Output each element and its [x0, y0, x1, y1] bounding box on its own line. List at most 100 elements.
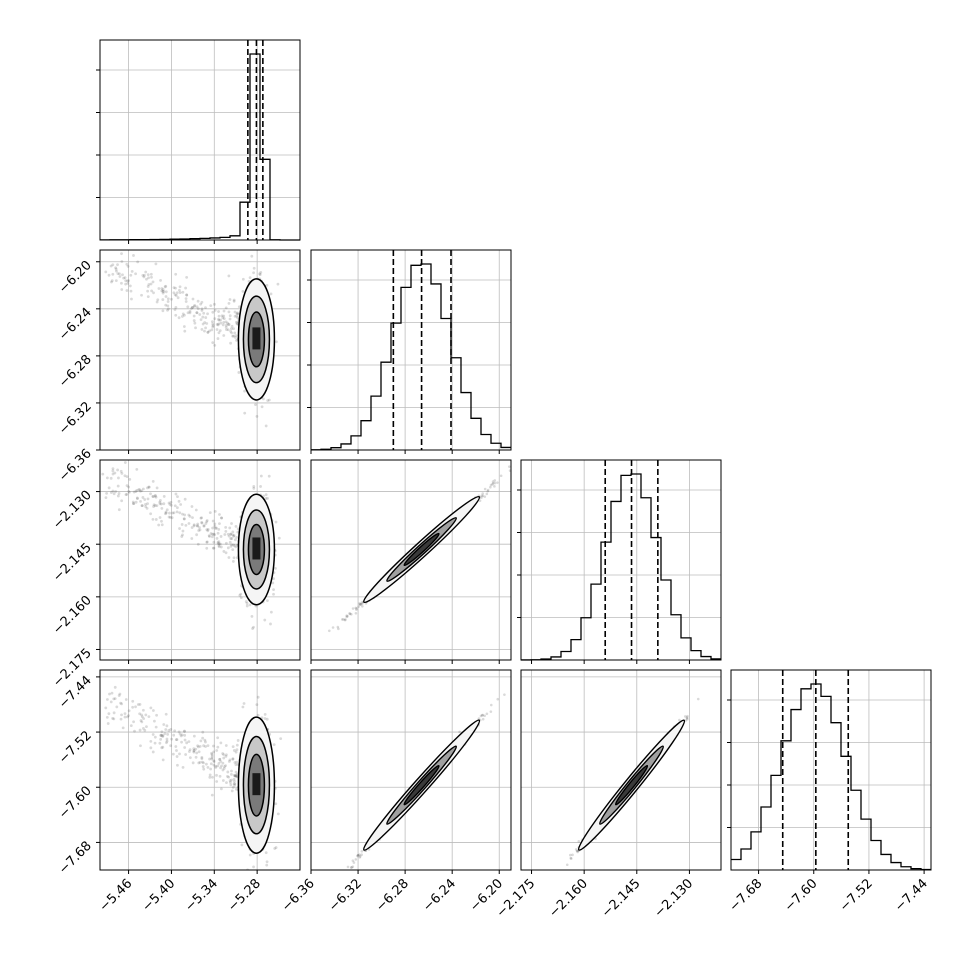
scatter-point [489, 710, 493, 713]
scatter-point [111, 489, 115, 493]
panel-frame [99, 249, 301, 451]
scatter-point [222, 314, 226, 318]
scatter-point [136, 497, 139, 501]
y-tick-label: −6.20 [56, 258, 95, 297]
scatter-point [477, 717, 481, 720]
scatter-point [109, 476, 113, 480]
scatter-point [227, 310, 231, 314]
scatter-point [210, 751, 213, 755]
scatter-point [216, 542, 220, 545]
scatter-point [192, 749, 196, 753]
scatter-point [134, 705, 137, 709]
scatter-point [228, 317, 232, 321]
scatter-point [158, 516, 162, 519]
scatter-point [146, 285, 150, 288]
scatter-point [115, 269, 118, 273]
scatter-point [229, 783, 233, 787]
scatter-point [187, 522, 191, 525]
scatter-point [231, 533, 235, 537]
scatter-point [221, 768, 225, 772]
scatter-point [193, 304, 197, 307]
scatter-point [174, 286, 177, 290]
scatter-point [264, 497, 268, 500]
scatter-point [158, 502, 162, 506]
scatter-point [210, 535, 214, 539]
scatter-point [184, 523, 188, 527]
scatter-point [172, 511, 176, 515]
scatter-point [227, 274, 231, 278]
scatter-point [129, 273, 133, 277]
scatter-point [177, 730, 181, 734]
scatter-point [178, 752, 181, 756]
scatter-panel-3-2 [520, 669, 722, 874]
scatter-point [265, 717, 269, 721]
scatter-point [202, 767, 206, 771]
scatter-point [222, 321, 226, 324]
scatter-point [166, 304, 170, 308]
scatter-point [198, 313, 202, 316]
scatter-point [272, 577, 276, 581]
scatter-panel-2-1 [310, 459, 512, 661]
scatter-point [151, 750, 155, 754]
scatter-point [190, 526, 194, 529]
scatter-point [255, 415, 259, 418]
scatter-point [198, 745, 202, 748]
scatter-point [229, 532, 233, 536]
scatter-point [105, 476, 109, 480]
scatter-point [275, 340, 278, 344]
scatter-point [145, 507, 149, 510]
scatter-point [204, 326, 208, 330]
scatter-point [119, 469, 123, 473]
scatter-point [351, 859, 355, 862]
scatter-point [163, 732, 167, 736]
x-tick-label: −7.52 [837, 876, 876, 915]
scatter-point [235, 314, 239, 318]
scatter-point [217, 545, 221, 549]
scatter-point [212, 540, 216, 544]
scatter-point [152, 291, 155, 295]
scatter-point [228, 526, 232, 530]
scatter-point [350, 866, 353, 869]
scatter-point [174, 272, 178, 276]
scatter-point [183, 729, 186, 733]
scatter-point [233, 331, 237, 335]
scatter-point [184, 753, 188, 756]
scatter-point [144, 505, 148, 509]
scatter-point [161, 309, 165, 313]
scatter-point [252, 486, 256, 490]
scatter-point [202, 524, 206, 528]
panel-frame [520, 459, 722, 661]
scatter-point [210, 793, 214, 797]
scatter-point [188, 515, 192, 518]
scatter-point [228, 781, 232, 784]
scatter-point [111, 469, 115, 473]
scatter-point [209, 762, 213, 766]
scatter-point [194, 747, 198, 751]
scatter-point [200, 309, 204, 312]
scatter-point [127, 489, 131, 493]
scatter-point [211, 775, 214, 779]
scatter-point [183, 738, 187, 742]
scatter-point [235, 748, 239, 752]
scatter-point [173, 308, 177, 312]
scatter-point [165, 724, 169, 728]
scatter-point [180, 315, 184, 318]
scatter-point [227, 556, 231, 559]
scatter-point [106, 722, 110, 725]
scatter-point [237, 305, 241, 309]
scatter-point [244, 600, 248, 603]
scatter-point [231, 786, 235, 789]
scatter-point [224, 551, 228, 555]
scatter-point [557, 871, 560, 874]
scatter-point [358, 854, 362, 858]
scatter-point [360, 853, 363, 857]
scatter-point [136, 260, 140, 264]
scatter-point [160, 287, 164, 290]
scatter-point [340, 618, 344, 621]
scatter-point [159, 502, 163, 506]
scatter-point [345, 614, 348, 617]
scatter-point [486, 489, 489, 493]
scatter-point [215, 536, 219, 540]
scatter-point [196, 745, 200, 749]
scatter-point [276, 812, 280, 816]
